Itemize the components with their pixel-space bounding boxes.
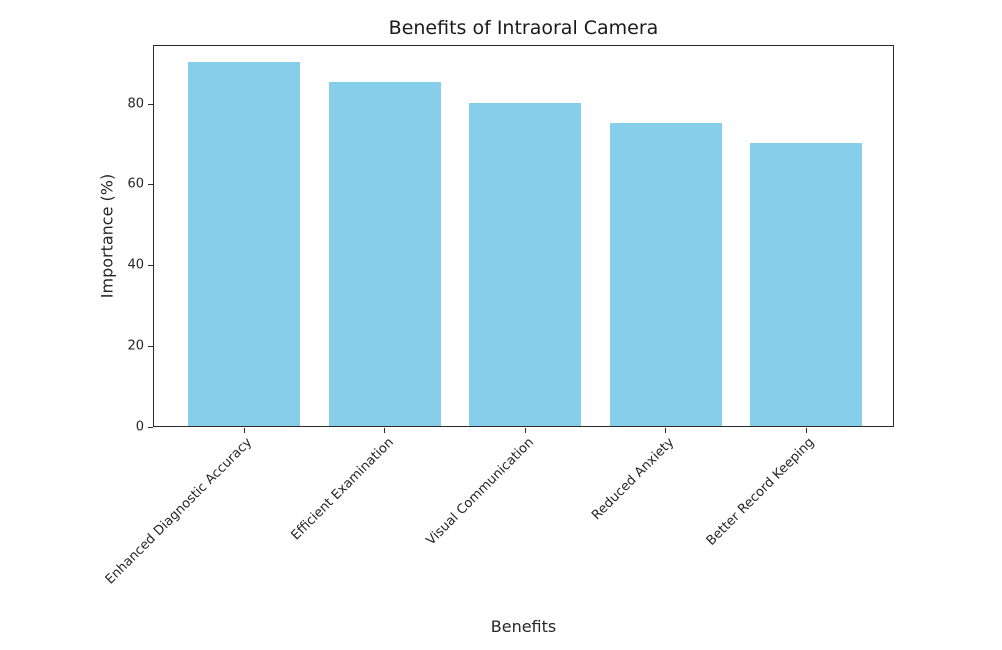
y-tick-label: 0 (135, 419, 144, 435)
x-tick-label: Visual Communication (423, 435, 538, 549)
bar (188, 62, 300, 426)
bar (609, 122, 722, 426)
x-tick (805, 428, 807, 433)
y-tick-label: 40 (127, 257, 144, 273)
x-tick-label: Efficient Examination (287, 435, 397, 544)
x-tick (243, 428, 245, 433)
y-tick (148, 427, 153, 428)
plot-area (153, 45, 894, 433)
y-tick (148, 346, 153, 348)
y-tick-label: 80 (127, 96, 144, 112)
y-tick-label: 20 (127, 338, 144, 354)
x-axis-label: Benefits (490, 617, 557, 636)
x-tick-label: Enhanced Diagnostic Accuracy (102, 435, 256, 588)
x-tick (665, 428, 666, 433)
y-tick-label: 60 (127, 176, 144, 192)
bar (750, 143, 862, 426)
x-tick (384, 428, 385, 433)
x-tick-label: Reduced Anxiety (588, 435, 677, 524)
bar (328, 82, 441, 426)
y-tick (148, 184, 153, 186)
x-tick (524, 428, 526, 433)
y-tick (148, 265, 153, 267)
bar (469, 102, 581, 426)
x-tick-label: Better Record Keeping (703, 435, 818, 549)
chart-title: Benefits of Intraoral Camera (388, 17, 659, 39)
y-tick (148, 103, 153, 105)
y-axis-label: Importance (%) (97, 173, 117, 299)
